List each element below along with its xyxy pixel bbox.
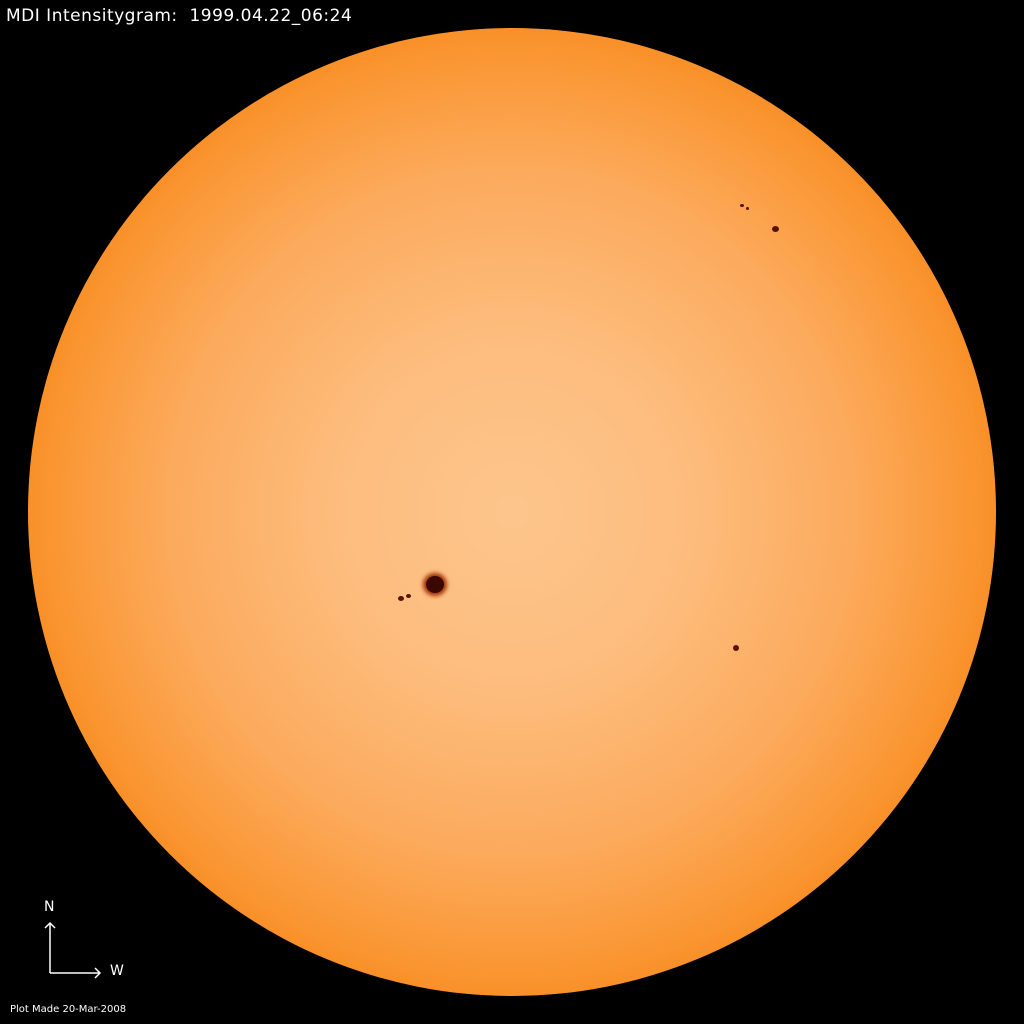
image-title: MDI Intensitygram: 1999.04.22_06:24 bbox=[6, 6, 353, 26]
compass-arrows-icon bbox=[44, 921, 102, 979]
north-label: N bbox=[44, 899, 55, 915]
sunspot bbox=[746, 207, 749, 210]
west-label: W bbox=[110, 963, 124, 979]
orientation-compass: N W bbox=[0, 890, 124, 994]
sunspot bbox=[733, 645, 739, 651]
solar-disk bbox=[28, 28, 996, 996]
sunspot bbox=[398, 596, 404, 601]
sunspot bbox=[740, 204, 744, 207]
sunspot bbox=[406, 594, 411, 598]
sunspot bbox=[772, 226, 779, 232]
plot-date: Plot Made 20-Mar-2008 bbox=[10, 1004, 127, 1015]
sunspot bbox=[426, 576, 444, 593]
